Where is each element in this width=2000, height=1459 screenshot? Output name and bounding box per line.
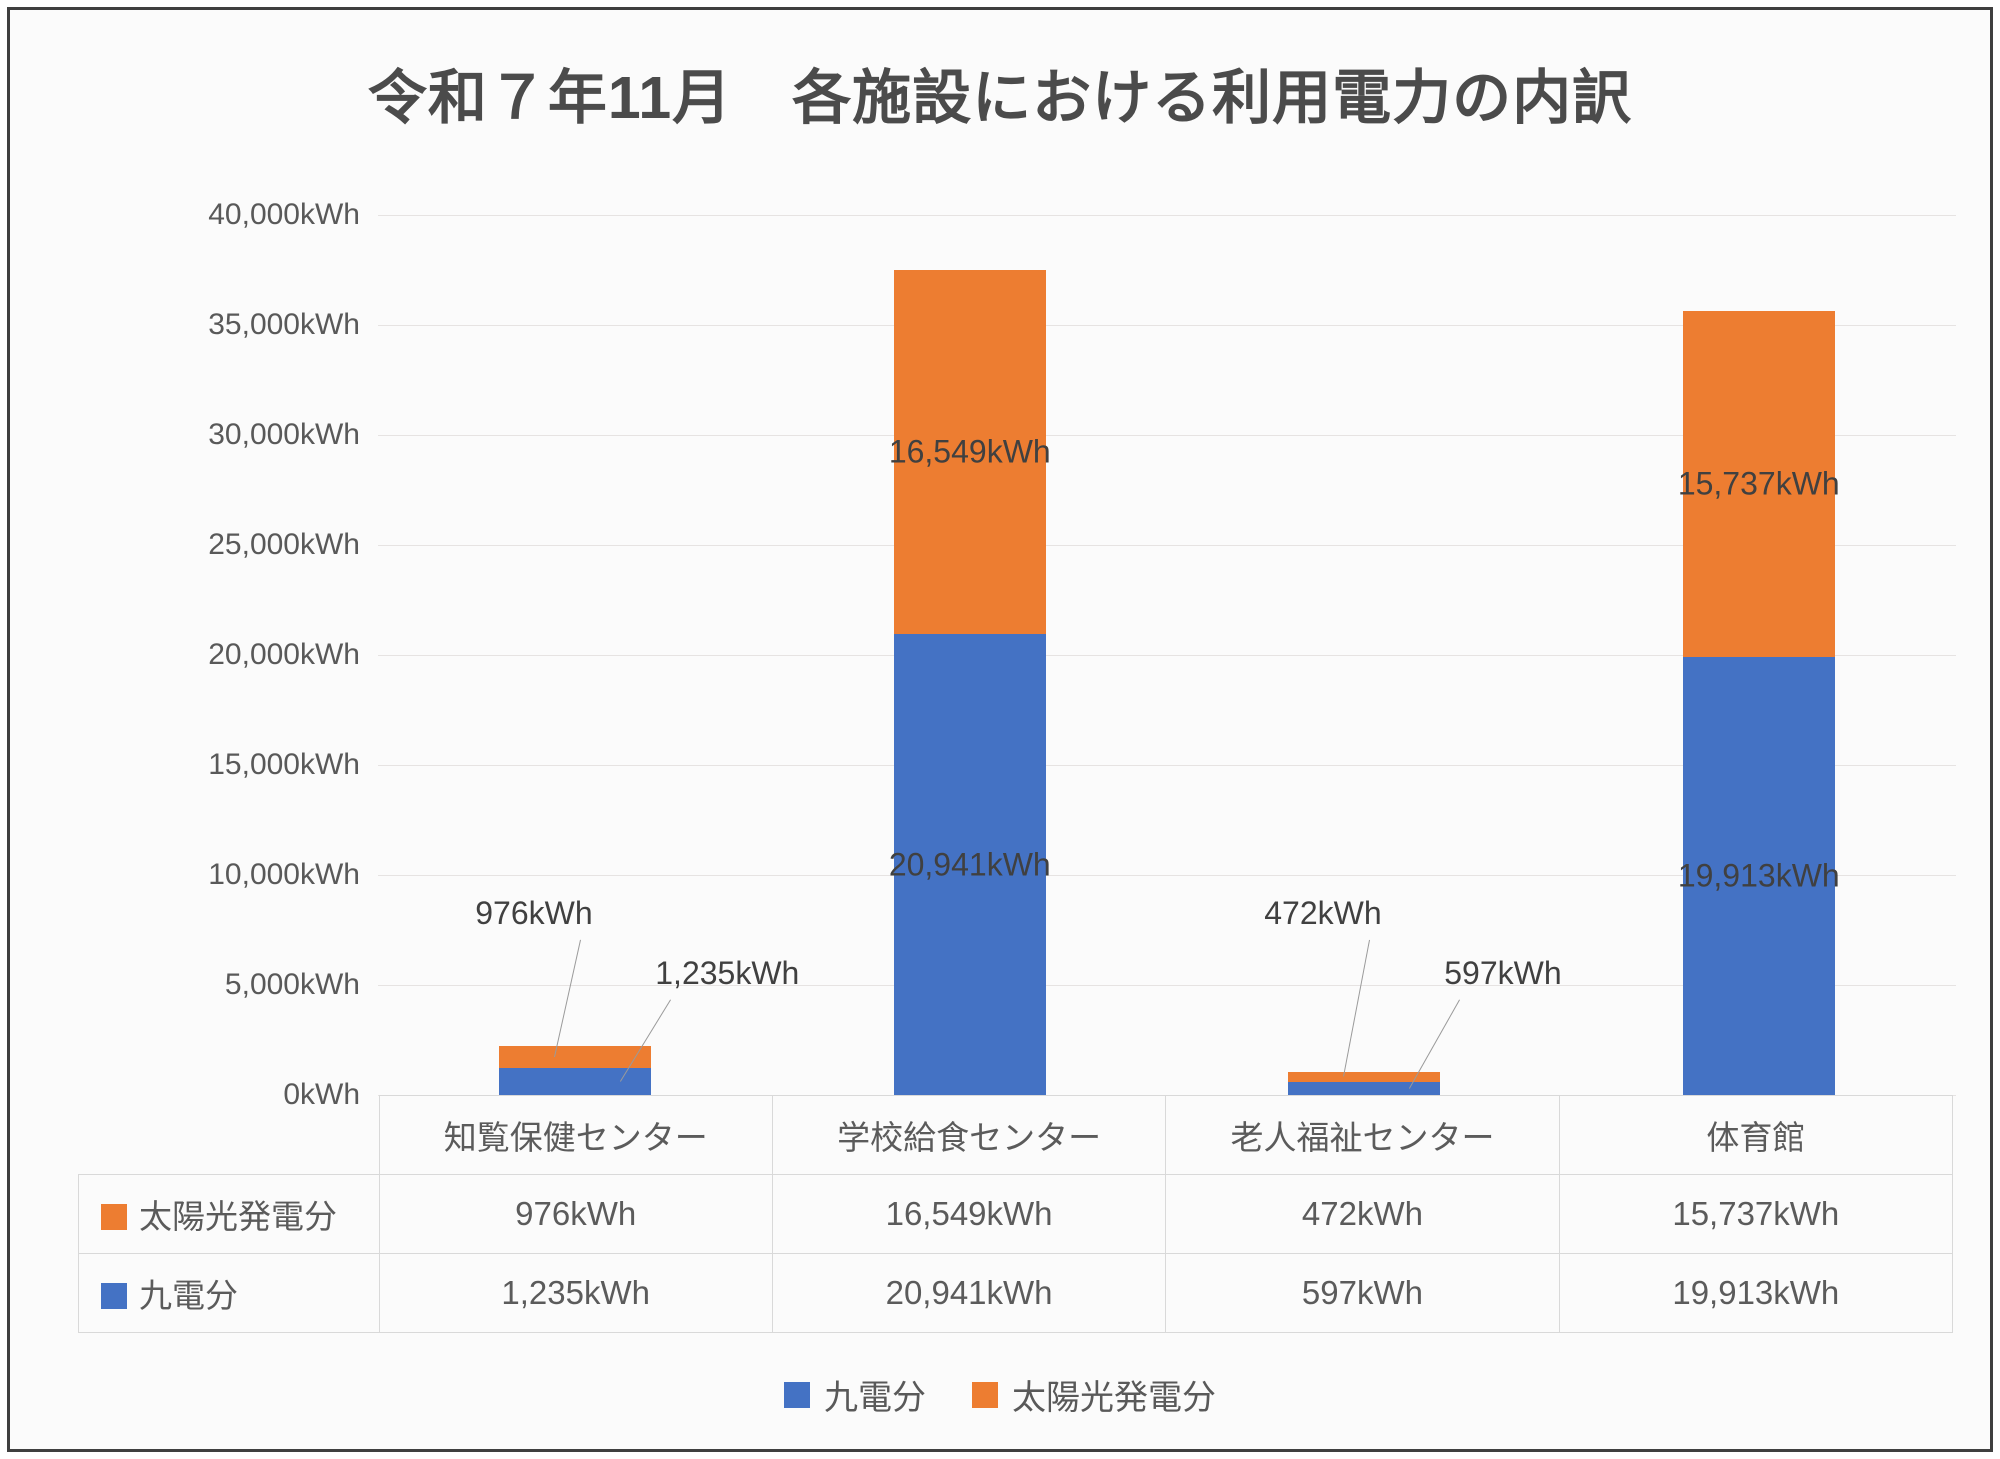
gridline: [378, 875, 1956, 876]
chart-legend: 九電分 太陽光発電分: [10, 1370, 1990, 1419]
callout-label-solar-3: 472kWh: [1264, 895, 1382, 931]
y-axis-tick-label: 35,000kWh: [208, 308, 360, 341]
chart-data-table: 知覧保健センター 学校給食センター 老人福祉センター 体育館 太陽光発電分 976kWh 1…: [78, 1095, 1954, 1333]
legend-item[interactable]: 太陽光発電分: [972, 1370, 1216, 1419]
table-row: 太陽光発電分 976kWh 16,549kWh 472kWh 15,737kWh: [78, 1174, 1954, 1254]
table-cell: 472kWh: [1165, 1174, 1560, 1254]
table-cell: 597kWh: [1165, 1253, 1560, 1333]
y-axis-tick-label: 10,000kWh: [208, 858, 360, 891]
bar-segment-solar[interactable]: [499, 1046, 652, 1068]
plot-area: 40,000kWh 35,000kWh 30,000kWh 25,000kWh 20,0…: [208, 198, 1956, 1111]
gridline: [378, 985, 1956, 986]
series-color-swatch-icon: [101, 1283, 127, 1309]
y-axis-tick-label: 40,000kWh: [208, 198, 360, 231]
bar-column[interactable]: 15,737kWh 19,913kWh: [1678, 215, 1840, 1095]
y-axis-tick-label: 5,000kWh: [224, 968, 360, 1001]
legend-item[interactable]: 九電分: [784, 1370, 926, 1419]
bar-segment-solar[interactable]: [1288, 1071, 1441, 1082]
table-column-header: 学校給食センター: [771, 1095, 1167, 1175]
series-color-swatch-icon: [101, 1204, 127, 1230]
bar-value-label-solar: 16,549kWh: [888, 433, 1051, 470]
table-column-header: 老人福祉センター: [1165, 1095, 1560, 1175]
legend-color-swatch-icon: [972, 1381, 998, 1408]
table-row-header: 太陽光発電分: [78, 1174, 380, 1254]
y-axis-tick-label: 15,000kWh: [208, 748, 360, 781]
bar-value-label-kyuden: 19,913kWh: [1677, 857, 1840, 894]
table-column-header: 体育館: [1558, 1095, 1954, 1175]
chart-title: 令和７年11月 各施設における利用電力の内訳: [367, 65, 1633, 131]
table-cell: 20,941kWh: [771, 1253, 1167, 1333]
table-row-label: 九電分: [139, 1277, 238, 1314]
bar-segment-kyuden[interactable]: 20,941kWh: [889, 634, 1051, 1095]
legend-color-swatch-icon: [784, 1381, 810, 1408]
bar-column[interactable]: [1288, 215, 1441, 1095]
table-row: 九電分 1,235kWh 20,941kWh 597kWh 19,913kWh: [78, 1253, 1954, 1333]
table-row-header: 九電分: [78, 1253, 380, 1333]
table-cell: 976kWh: [378, 1174, 773, 1254]
callout-label-solar-1: 976kWh: [475, 895, 593, 931]
gridline: [378, 325, 1956, 326]
page-frame: 令和７年11月 各施設における利用電力の内訳 40,000kWh 35,000kW…: [7, 7, 1993, 1452]
bar-segment-kyuden[interactable]: [1288, 1081, 1441, 1095]
bar-column[interactable]: 16,549kWh 20,941kWh: [889, 215, 1051, 1095]
table-cell: 16,549kWh: [771, 1174, 1167, 1254]
bar-segment-kyuden[interactable]: [499, 1067, 652, 1095]
table-column-header: 知覧保健センター: [378, 1095, 773, 1175]
bar-value-label-solar: 15,737kWh: [1677, 465, 1840, 502]
bar-segment-solar[interactable]: 16,549kWh: [889, 270, 1051, 635]
callout-label-kyuden-1: 1,235kWh: [655, 955, 800, 991]
table-header-row: 知覧保健センター 学校給食センター 老人福祉センター 体育館: [79, 1095, 1954, 1175]
bar-value-label-kyuden: 20,941kWh: [888, 846, 1051, 883]
gridline: [378, 655, 1956, 656]
y-axis-tick-label: 0kWh: [283, 1078, 360, 1111]
bar-segment-kyuden[interactable]: 19,913kWh: [1678, 656, 1840, 1095]
callout-label-kyuden-3: 597kWh: [1444, 955, 1562, 991]
table-corner-cell: [79, 1096, 380, 1175]
y-axis-tick-label: 30,000kWh: [208, 418, 360, 451]
gridline: [378, 545, 1956, 546]
table-cell: 19,913kWh: [1558, 1253, 1954, 1333]
table-cell: 1,235kWh: [378, 1253, 773, 1333]
gridline: [378, 435, 1956, 436]
legend-label: 九電分: [824, 1379, 926, 1417]
table-cell: 15,737kWh: [1558, 1174, 1954, 1254]
legend-label: 太陽光発電分: [1012, 1379, 1216, 1417]
y-axis-tick-label: 20,000kWh: [208, 638, 360, 671]
gridline: [378, 215, 1956, 216]
chart-surface: 令和７年11月 各施設における利用電力の内訳 40,000kWh 35,000kW…: [10, 10, 1990, 1449]
bar-segment-solar[interactable]: 15,737kWh: [1678, 310, 1840, 657]
y-axis-tick-label: 25,000kWh: [208, 528, 360, 561]
table-row-label: 太陽光発電分: [139, 1198, 337, 1235]
gridline: [378, 765, 1956, 766]
